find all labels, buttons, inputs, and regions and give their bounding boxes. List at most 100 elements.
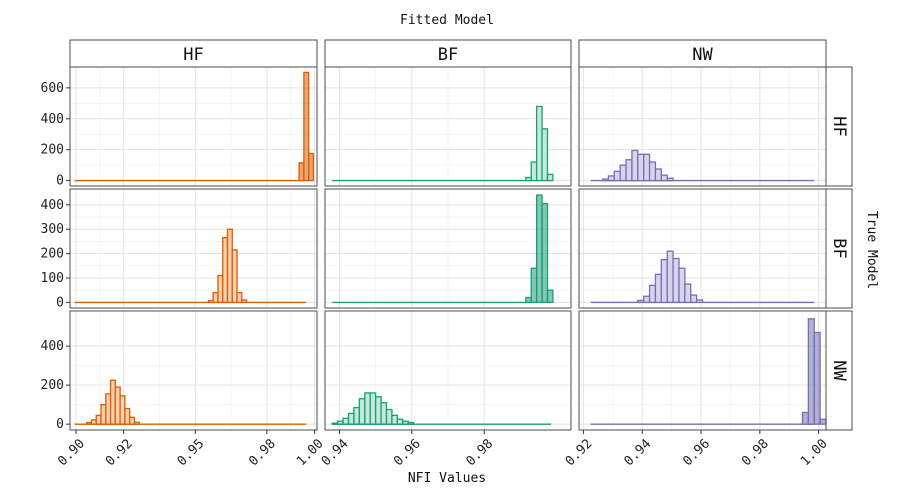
y-tick-label: 0: [56, 295, 64, 310]
histogram-bar: [402, 420, 409, 425]
histogram-bar: [119, 395, 126, 425]
panel-border: [69, 66, 318, 187]
histogram-bar: [601, 178, 610, 182]
y-tick-label: 100: [41, 271, 64, 286]
column-strip-label: NW: [692, 45, 713, 65]
panel-border: [69, 188, 318, 309]
histogram-bar: [807, 318, 815, 425]
row-strip: [825, 188, 853, 309]
column-strip: [578, 39, 827, 68]
histogram-bar: [385, 408, 393, 425]
histogram-bar: [678, 267, 686, 304]
panel-nw-bf: [324, 310, 572, 431]
histogram-bar: [226, 228, 233, 304]
y-tick-label: 200: [41, 247, 64, 262]
histogram-bar: [637, 299, 645, 304]
row-strip: [825, 66, 853, 187]
true-model-axis-title: True Model: [864, 211, 879, 289]
histogram-bar: [109, 379, 116, 425]
panel-border: [324, 66, 572, 187]
column-strip: [324, 39, 572, 68]
histogram-bar: [407, 421, 415, 425]
histogram-bar: [86, 421, 93, 425]
panel-border: [324, 188, 572, 309]
histogram-bar: [643, 153, 651, 182]
histogram-bar: [337, 420, 344, 425]
x-axis-title: NFI Values: [408, 471, 486, 486]
x-tick-label: 0.98: [463, 436, 496, 469]
panel-hf-hf: [69, 66, 318, 187]
panel-background: [70, 67, 317, 186]
histogram-bar: [648, 284, 657, 304]
histogram-bar: [353, 406, 361, 425]
histogram-bar: [129, 416, 136, 425]
histogram-bar: [241, 299, 248, 304]
histogram-bar: [396, 418, 404, 425]
histogram-bar: [619, 164, 627, 182]
histogram-bar: [342, 417, 350, 425]
histogram-bar: [684, 283, 692, 304]
panel-border: [578, 310, 827, 431]
panel-background: [70, 189, 317, 308]
histogram-bar: [541, 202, 549, 304]
y-tick-label: 200: [41, 143, 64, 158]
y-tick-label: 400: [41, 339, 64, 354]
histogram-bar: [535, 194, 543, 304]
histogram-bar: [643, 295, 651, 304]
histogram-bar: [654, 273, 662, 304]
histogram-bar: [124, 407, 131, 425]
histogram-bar: [207, 299, 214, 304]
histogram-bar: [303, 71, 310, 182]
panel-nw-nw: [578, 310, 827, 431]
y-tick-label: 0: [56, 417, 64, 432]
histogram-bar: [546, 289, 554, 304]
histogram-bar: [358, 398, 366, 425]
panel-hf-nw: [578, 66, 827, 187]
histogram-bar: [672, 257, 680, 304]
panel-background: [579, 189, 826, 308]
histogram-bar: [380, 402, 388, 425]
histogram-bar: [222, 237, 229, 304]
panel-bf-nw: [578, 188, 827, 309]
column-strip: [69, 39, 318, 68]
histogram-bar: [613, 170, 621, 182]
row-strip-label: BF: [829, 238, 849, 258]
histogram-bar: [530, 161, 538, 182]
histogram-bar: [391, 414, 399, 425]
panel-bf-bf: [324, 188, 572, 309]
panel-hf-bf: [324, 66, 572, 187]
histogram-bar: [648, 161, 657, 182]
y-tick-label: 600: [41, 81, 64, 96]
histogram-bar: [331, 422, 339, 425]
histogram-bar: [231, 249, 238, 304]
histogram-bar: [546, 173, 554, 182]
histogram-bar: [535, 105, 543, 182]
histogram-bar: [660, 259, 668, 304]
histogram-bar: [666, 250, 674, 304]
x-tick-label: 0.92: [563, 436, 596, 469]
histogram-bar: [217, 274, 224, 304]
histogram-bar: [212, 291, 219, 304]
panel-border: [69, 310, 318, 431]
histogram-bar: [114, 386, 121, 425]
histogram-bar: [660, 174, 668, 182]
x-tick-label: 0.98: [246, 436, 279, 469]
histogram-bar: [819, 418, 827, 425]
panel-grid: HF BF NW HF BF NW 0 200 400 600 0 100 200 300 400 0 200 4…: [41, 39, 853, 469]
histogram-bar: [369, 392, 377, 425]
histogram-bar: [105, 393, 112, 425]
panel-border: [324, 310, 572, 431]
x-tick-label: 0.94: [622, 436, 655, 469]
histogram-bar: [801, 411, 810, 425]
x-tick-label: 0.98: [739, 436, 772, 469]
column-strip-label: BF: [438, 45, 458, 65]
x-tick-label: 0.92: [103, 436, 136, 469]
histogram-bar: [236, 291, 243, 304]
panel-background: [579, 311, 826, 430]
histogram-bar: [525, 176, 532, 182]
x-tick-label: 0.96: [391, 436, 424, 469]
histogram-bar: [695, 299, 704, 304]
panel-bf-hf: [69, 188, 318, 309]
panel-nw-hf: [69, 310, 318, 431]
